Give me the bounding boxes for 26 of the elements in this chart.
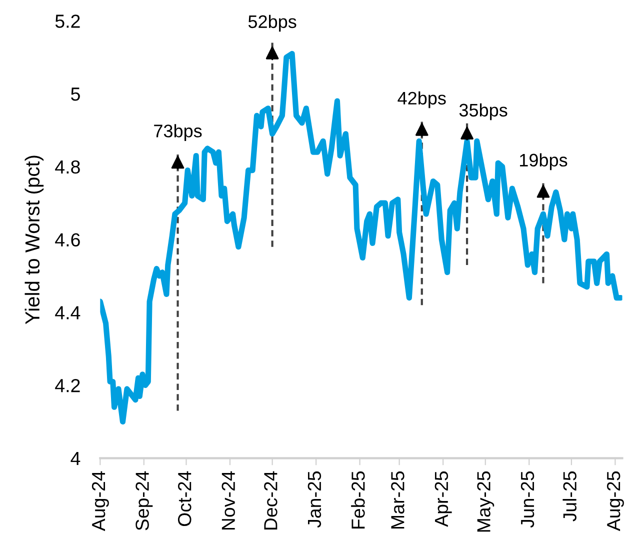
- x-tick-label: Feb-25: [351, 471, 365, 529]
- y-tick-label: 4.2: [55, 378, 80, 392]
- y-tick-label: 4: [70, 452, 80, 465]
- x-tick-label: Oct-24: [178, 471, 192, 526]
- x-tick-label: Jul-25: [562, 471, 576, 522]
- x-tick-label: Jun-25: [520, 471, 534, 528]
- y-tick-label: 4.8: [55, 160, 80, 174]
- x-tick-label: Apr-25: [434, 471, 452, 527]
- y-tick-label: 4.4: [55, 306, 80, 320]
- x-tick-label: Sep-24: [136, 471, 153, 530]
- x-tick-label: Aug-24: [92, 471, 109, 532]
- annotation: 42bps: [398, 91, 446, 108]
- y-tick-label: 5: [71, 88, 80, 101]
- x-tick-label: Nov-24: [222, 471, 236, 530]
- annotation: 19bps: [520, 153, 568, 170]
- annotation: 52bps: [248, 14, 296, 32]
- annotation: 35bps: [459, 103, 508, 120]
- y-tick-label: 5.2: [55, 14, 80, 28]
- x-tick-label: Aug-25: [606, 471, 624, 532]
- x-tick-label: May-25: [477, 471, 494, 532]
- x-tick-label: Mar-25: [391, 471, 404, 528]
- x-tick-label: Dec-24: [264, 471, 278, 530]
- x-tick-label: Jan-25: [308, 471, 322, 528]
- y-tick-label: 4.6: [55, 233, 80, 247]
- annotation: 73bps: [154, 124, 202, 141]
- y-axis-title: Yield to Worst (pct): [24, 156, 44, 324]
